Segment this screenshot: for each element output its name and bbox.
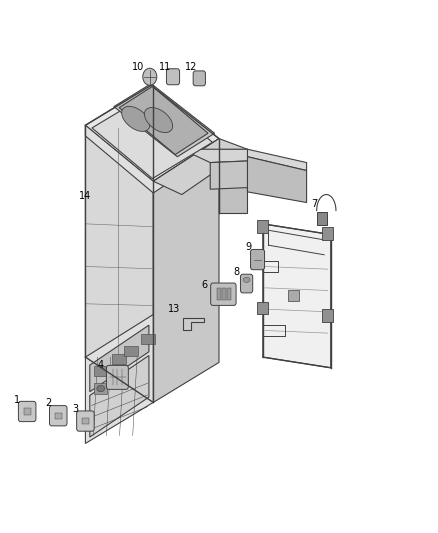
Text: 2: 2 — [45, 399, 51, 408]
Polygon shape — [247, 149, 307, 171]
Bar — [112, 354, 126, 364]
Text: 11: 11 — [159, 62, 171, 71]
Polygon shape — [153, 139, 247, 195]
Polygon shape — [247, 157, 307, 203]
Bar — [82, 418, 89, 424]
Bar — [322, 309, 333, 322]
Bar — [94, 366, 108, 376]
Bar — [222, 288, 226, 300]
Circle shape — [143, 68, 157, 85]
Bar — [94, 383, 107, 394]
Polygon shape — [90, 356, 149, 437]
Polygon shape — [183, 318, 204, 330]
FancyBboxPatch shape — [106, 366, 128, 389]
Text: 3: 3 — [72, 404, 78, 414]
Polygon shape — [153, 149, 219, 402]
Text: 13: 13 — [168, 304, 180, 314]
Text: 14: 14 — [79, 191, 92, 200]
Ellipse shape — [97, 385, 105, 392]
Bar — [322, 227, 333, 240]
Polygon shape — [92, 92, 212, 179]
Bar — [257, 302, 268, 314]
Polygon shape — [210, 160, 272, 189]
FancyBboxPatch shape — [49, 406, 67, 426]
FancyBboxPatch shape — [77, 411, 94, 431]
Polygon shape — [85, 85, 219, 181]
FancyBboxPatch shape — [240, 274, 253, 293]
FancyBboxPatch shape — [193, 71, 205, 86]
Polygon shape — [119, 86, 208, 155]
Polygon shape — [219, 149, 247, 213]
Polygon shape — [85, 314, 153, 443]
Bar — [141, 334, 155, 344]
Text: 9: 9 — [246, 243, 252, 252]
FancyBboxPatch shape — [166, 69, 180, 85]
Bar — [55, 413, 62, 419]
Polygon shape — [85, 125, 219, 193]
Ellipse shape — [122, 107, 150, 131]
Text: 12: 12 — [185, 62, 198, 71]
Text: 7: 7 — [311, 199, 318, 208]
Text: 8: 8 — [233, 267, 240, 277]
Text: 4: 4 — [98, 360, 104, 369]
Bar — [257, 220, 268, 233]
Bar — [288, 290, 299, 301]
Text: 6: 6 — [201, 280, 208, 289]
FancyBboxPatch shape — [18, 401, 36, 422]
FancyBboxPatch shape — [251, 249, 265, 270]
Ellipse shape — [145, 108, 173, 133]
Bar — [227, 288, 231, 300]
Bar — [24, 408, 31, 415]
Text: 10: 10 — [132, 62, 144, 71]
Bar — [124, 346, 138, 356]
Bar — [217, 288, 221, 300]
Text: 1: 1 — [14, 395, 20, 405]
Polygon shape — [263, 224, 331, 368]
FancyBboxPatch shape — [211, 283, 236, 305]
Polygon shape — [182, 149, 272, 163]
Polygon shape — [90, 325, 149, 392]
Ellipse shape — [243, 277, 250, 282]
Bar — [317, 212, 327, 225]
Polygon shape — [85, 125, 153, 402]
Polygon shape — [114, 84, 215, 157]
